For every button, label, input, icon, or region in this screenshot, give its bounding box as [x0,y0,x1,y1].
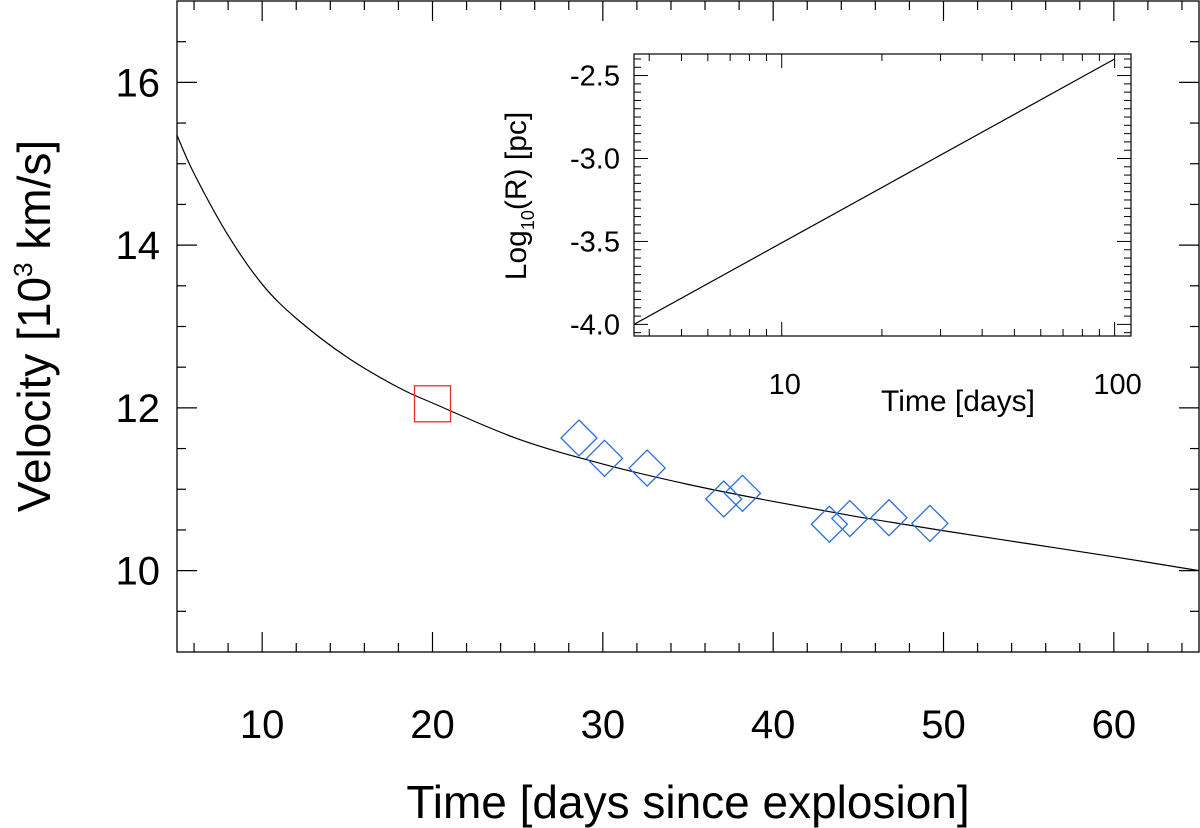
inset-y-axis-label: Log10(R) [pc] [500,112,538,280]
main-x-axis-label: Time [days since explosion] [406,776,969,828]
inset-y-label-tail: (R) [pc] [500,112,533,210]
y-tick-label: 16 [116,61,161,105]
diamond-marker [830,499,869,538]
inset-y-tick-label: -2.5 [570,61,620,93]
diamond-marker [585,439,624,478]
diamond-marker [810,505,849,544]
x-tick-label: 40 [751,703,796,747]
x-tick-label: 10 [240,703,285,747]
inset-y-tick-label: -4.0 [570,309,620,341]
diamond-marker [870,498,908,537]
data-markers [413,385,949,544]
main-plot: 10 20 30 40 50 60 10 12 14 16 Time [days since ex… [8,0,1200,828]
inset-plot: 10 100-4.0-3.5-3.0-2.5 Time [days] Log10(… [500,53,1142,418]
x-tick-label: 50 [921,703,966,747]
main-y-label-sup: 3 [8,262,38,276]
inset-tick-labels: 10 100 -4.0 -3.5 -3.0 -2.5 [570,61,1142,401]
diamond-marker [560,419,598,457]
y-tick-label: 10 [116,550,161,594]
diamond-marker [723,474,762,513]
y-tick-label: 14 [116,224,161,268]
main-tick-labels: 10 20 30 40 50 60 10 12 14 16 [116,61,1137,747]
x-tick-label: 60 [1092,703,1137,747]
main-y-label-tail: km/s] [8,140,60,263]
inset-background [634,54,1131,336]
inset-y-tick-label: -3.5 [570,226,620,258]
inset-axis-ticks [634,54,1131,336]
x-tick-label: 20 [410,703,455,747]
main-y-label-main: Velocity [10 [8,277,60,512]
x-tick-label: 30 [581,703,626,747]
inset-x-axis-label: Time [days] [881,385,1035,418]
main-y-axis-label: Velocity [103 km/s] [8,140,60,512]
diamond-marker [704,480,743,518]
fit-curve [176,135,1200,572]
diamond-marker [628,449,667,488]
inset-plot-frame [633,53,1132,337]
y-tick-label: 12 [116,387,161,431]
inset-x-tick-label: 100 [1093,369,1141,401]
inset-y-tick-label: -3.0 [570,144,620,176]
main-axis-ticks [177,1,1199,652]
diamond-marker [910,504,949,543]
inset-radius-line [633,58,1115,325]
inset-x-tick-label: 10 [769,369,801,401]
square-marker [413,385,452,423]
inset-y-label-main: Log [500,230,533,280]
inset-y-label-sub: 10 [518,210,538,230]
